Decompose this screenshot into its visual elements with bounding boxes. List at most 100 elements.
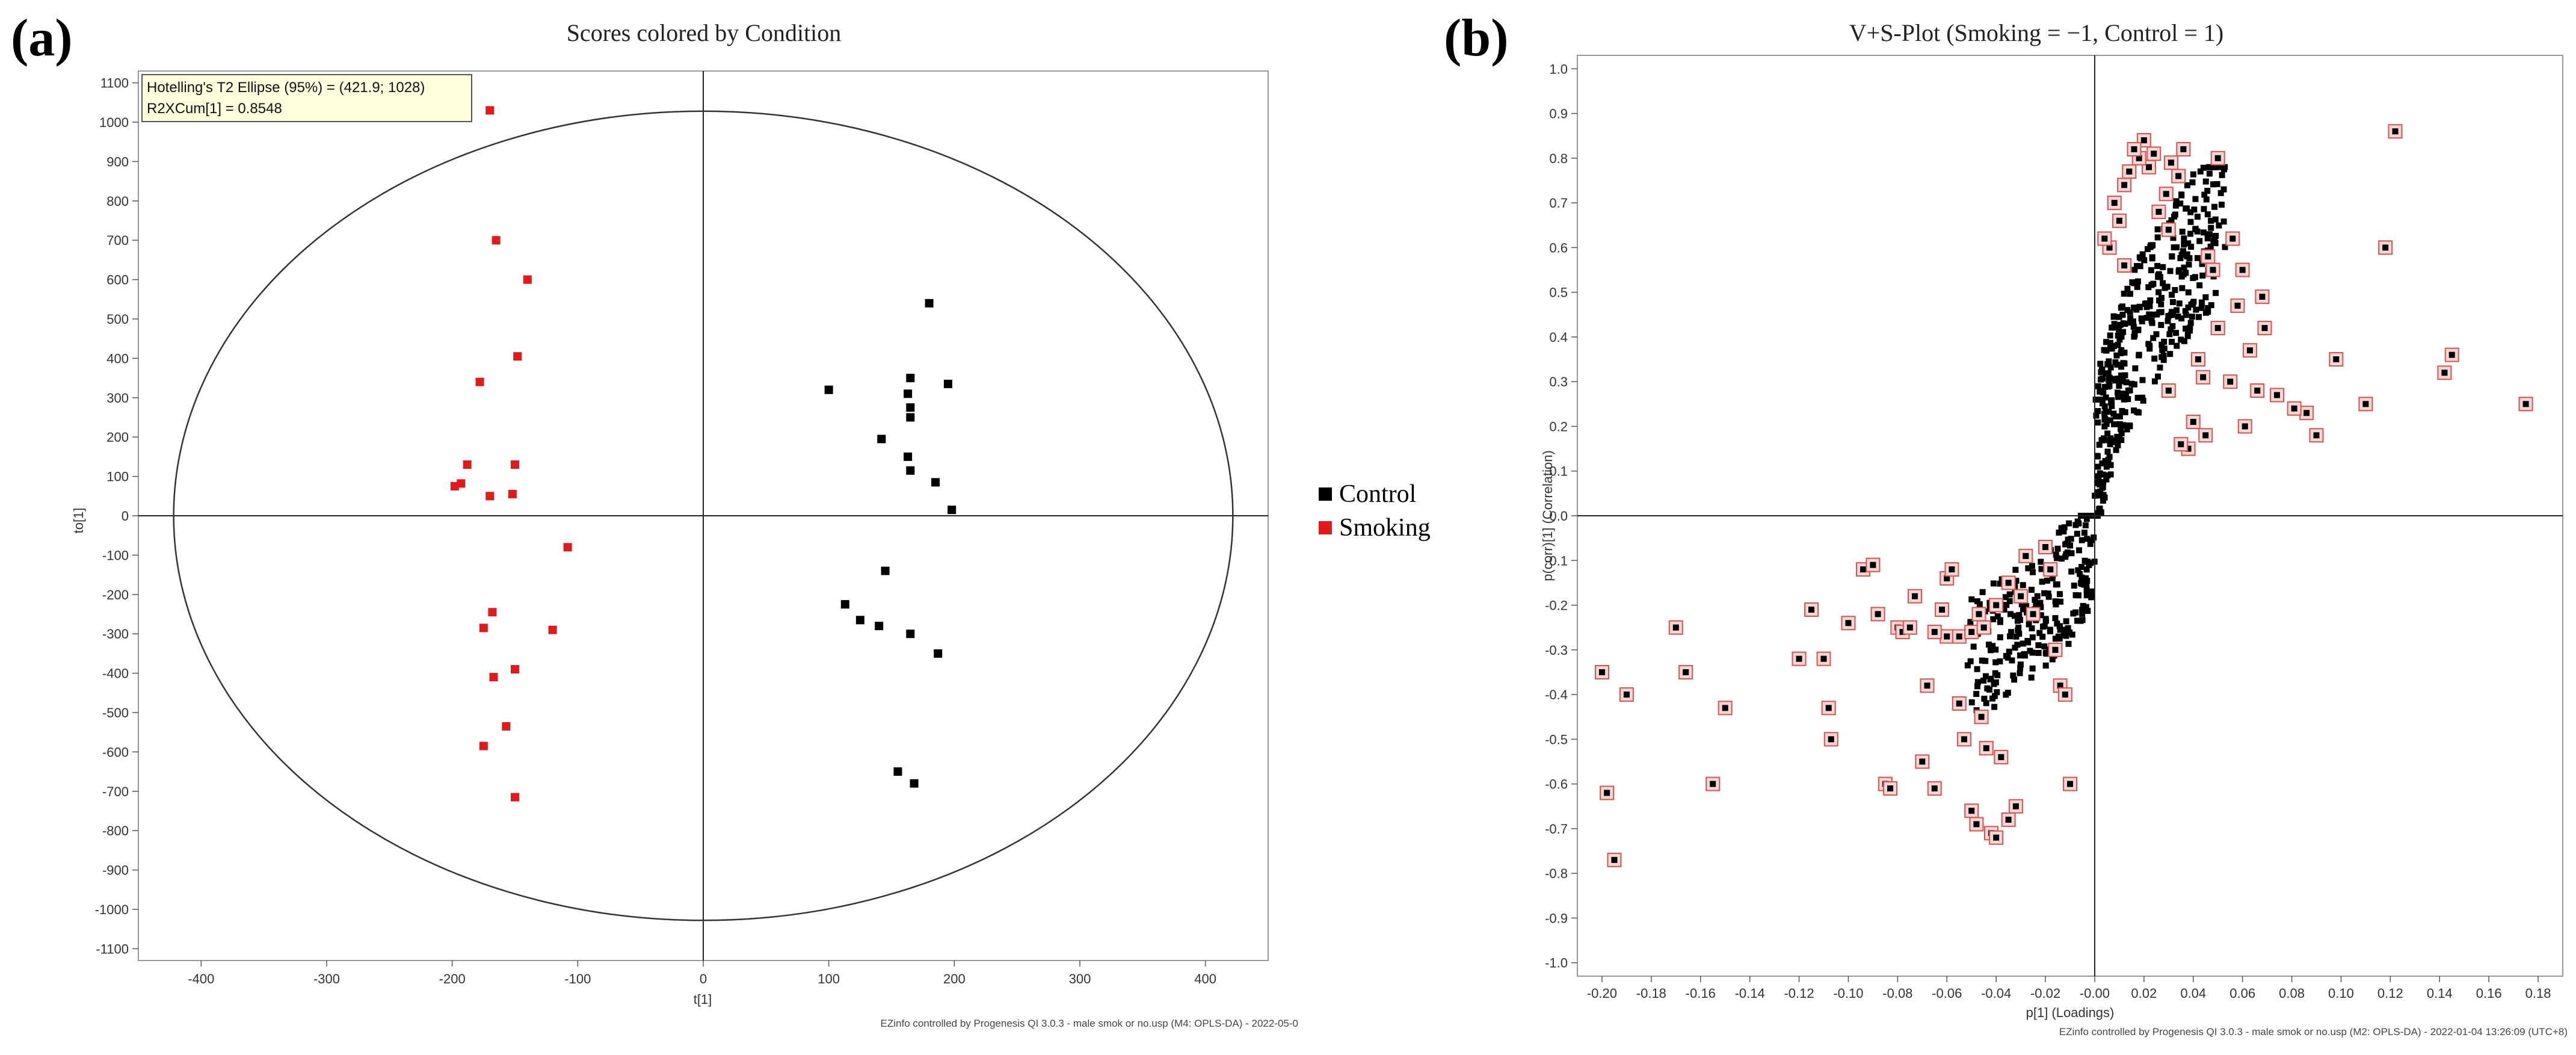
loading-point (2079, 578, 2086, 584)
loading-point (2189, 314, 2195, 320)
loading-point (1982, 658, 1989, 664)
loading-point (2088, 560, 2094, 566)
x-tick-label: 0.18 (2525, 986, 2551, 1001)
loading-point (2158, 301, 2165, 308)
loading-point (1992, 670, 1998, 676)
selected-loading-point (1956, 732, 1971, 747)
selected-point-marker (2057, 682, 2063, 689)
loading-point (2205, 308, 2211, 315)
loading-point (2131, 407, 2137, 414)
loading-point (2208, 302, 2214, 309)
loading-point (2016, 611, 2023, 618)
selected-loading-point (1915, 754, 1930, 769)
loading-point (2169, 309, 2175, 315)
loading-point (2148, 282, 2155, 288)
score-point-control (934, 649, 943, 658)
loading-point (2115, 341, 2121, 348)
loading-point (2116, 336, 2123, 343)
selected-loading-point (2097, 231, 2112, 246)
y-tick-label: 0.8 (1549, 151, 1568, 166)
loading-point (2017, 670, 2023, 676)
selected-loading-point (2014, 589, 2029, 604)
hotelling-t2-ellipse (173, 110, 1234, 921)
loading-point (2096, 441, 2103, 448)
selected-loading-point (2043, 562, 2058, 577)
score-point-smoking (511, 665, 519, 674)
y-tick-label: 200 (106, 430, 129, 445)
loading-point (1989, 695, 1996, 702)
infobox-frame (141, 74, 472, 122)
loading-point (2168, 326, 2174, 333)
selected-point-marker (2146, 164, 2152, 170)
panel-b-letter: (b) (1444, 9, 1509, 67)
loading-point (2060, 528, 2067, 535)
x-tick-label: -0.12 (1784, 986, 1814, 1001)
loading-point (2147, 297, 2154, 304)
loading-point (2003, 652, 2009, 659)
loading-point (2042, 650, 2049, 657)
selected-point-marker (1956, 700, 1962, 707)
score-point-smoking (450, 481, 459, 490)
loading-point (2141, 257, 2148, 264)
loading-point (2205, 164, 2212, 170)
selected-loading-point (2518, 397, 2533, 412)
score-point-smoking (489, 673, 498, 682)
loading-point (2186, 261, 2192, 268)
loading-point (2103, 437, 2109, 444)
loading-point (1990, 616, 1997, 622)
score-point-control (881, 566, 890, 575)
selected-point-marker (1808, 606, 1815, 613)
y-tick-label: 0.1 (1549, 464, 1568, 479)
loading-point (2006, 648, 2012, 655)
panel-b: (b) V+S-Plot (Smoking = −1, Control = 1)… (1444, 9, 2568, 1038)
loading-point (2122, 372, 2128, 379)
loading-point (2084, 536, 2091, 542)
selected-point-marker (2205, 253, 2211, 260)
selected-loading-point (2018, 548, 2033, 563)
selected-point-marker (1980, 624, 1987, 631)
loading-point (2199, 299, 2205, 306)
score-point-smoking (548, 625, 557, 634)
loading-point (2098, 437, 2105, 444)
selected-point-marker (1973, 821, 1980, 828)
loading-point (2092, 396, 2099, 403)
loading-point (2136, 351, 2142, 358)
loading-point (2130, 318, 2136, 325)
loading-point (2146, 303, 2153, 309)
loading-point (2168, 339, 2175, 345)
loading-point (1991, 681, 1997, 687)
loading-point (2116, 421, 2123, 427)
y-tick-label: -600 (102, 744, 129, 760)
score-point-smoking (513, 352, 522, 361)
loading-point (2047, 627, 2053, 633)
loading-point (2193, 306, 2199, 313)
panel-a-letter: (a) (11, 9, 73, 67)
loading-point (2183, 205, 2189, 212)
loading-point (2187, 218, 2194, 225)
loading-point (2029, 665, 2036, 672)
loading-point (2097, 396, 2104, 403)
panel-a-zero-axes (138, 71, 1268, 961)
selected-point-marker (1604, 790, 1610, 796)
selected-point-marker (1623, 691, 1630, 698)
selected-point-marker (1722, 705, 1728, 711)
loading-point (2149, 254, 2155, 261)
loading-point (2074, 518, 2081, 525)
loading-point (2003, 691, 2009, 698)
loading-point (2118, 350, 2124, 356)
score-point-smoking (502, 722, 511, 731)
selected-point-marker (2392, 128, 2399, 135)
y-tick-label: 700 (106, 233, 129, 248)
loading-point (2162, 285, 2168, 291)
score-point-control (875, 622, 884, 631)
loading-point (2038, 558, 2044, 565)
loading-point (2082, 522, 2089, 528)
selected-point-marker (1598, 669, 1605, 675)
panel-a-footer: EZinfo controlled by Progenesis QI 3.0.3… (881, 1018, 1298, 1029)
loading-point (2220, 186, 2227, 193)
score-point-smoking (511, 793, 519, 802)
selected-loading-point (1920, 678, 1935, 693)
loading-point (2127, 422, 2133, 429)
loading-point (2029, 563, 2035, 569)
selected-point-marker (1683, 669, 1689, 675)
